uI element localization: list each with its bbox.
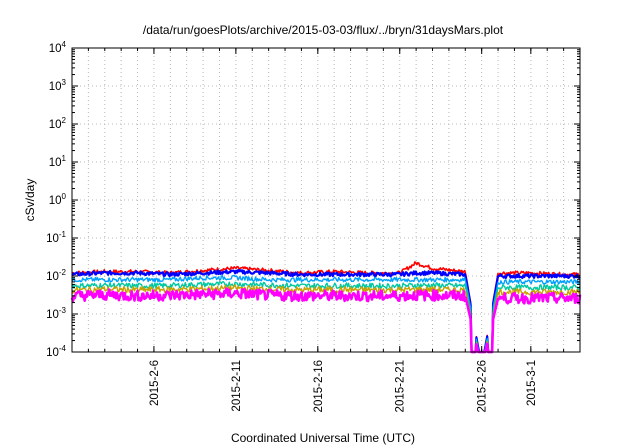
series-line-4: [71, 281, 581, 353]
y-tick-label: 103: [49, 78, 67, 93]
y-tick-label: 104: [49, 40, 67, 55]
x-axis-label: Coordinated Universal Time (UTC): [231, 431, 415, 445]
y-tick-exponent: -2: [59, 268, 67, 277]
x-tick-label: 2015-2-6: [149, 360, 161, 406]
x-tick-label: 2015-2-26: [477, 360, 489, 412]
x-tick-label: 2015-2-16: [313, 360, 325, 412]
y-tick-label: 10-3: [46, 306, 66, 321]
y-tick-exponent: 2: [62, 116, 67, 125]
y-tick-label: 10-4: [46, 344, 66, 359]
y-tick-exponent: -1: [59, 230, 67, 239]
y-tick-base: 10: [46, 233, 59, 245]
y-tick-base: 10: [46, 347, 59, 359]
y-tick-label: 10-1: [46, 230, 66, 245]
y-tick-base: 10: [49, 119, 62, 131]
y-tick-exponent: -3: [59, 306, 67, 315]
y-tick-base: 10: [49, 195, 62, 207]
x-tick-label: 2015-3-1: [526, 360, 538, 406]
y-tick-base: 10: [46, 309, 59, 321]
y-tick-exponent: 3: [62, 78, 67, 87]
series-line-3: [71, 274, 581, 353]
x-axis: 2015-2-6 2015-2-11 2015-2-16 2015-2-21 2015-…: [87, 48, 565, 412]
chart-grid: [72, 48, 580, 352]
series-group: [70, 261, 582, 354]
y-axis-label: cSv/day: [23, 179, 37, 222]
y-tick-label: 10-2: [46, 268, 66, 283]
y-tick-label: 100: [49, 192, 67, 207]
y-tick-exponent: 1: [62, 154, 67, 163]
y-tick-exponent: -4: [59, 344, 67, 353]
y-tick-exponent: 0: [62, 192, 67, 201]
y-tick-base: 10: [49, 43, 62, 55]
y-tick-base: 10: [49, 157, 62, 169]
series-line-2: [71, 269, 581, 354]
y-tick-label: 101: [49, 154, 67, 169]
y-tick-base: 10: [46, 271, 59, 283]
y-tick-base: 10: [49, 81, 62, 93]
y-tick-label: 102: [49, 116, 67, 131]
series-line-6: [70, 287, 582, 354]
x-tick-label: 2015-2-11: [231, 360, 243, 412]
chart-title: /data/run/goesPlots/archive/2015-03-03/f…: [143, 23, 504, 37]
y-tick-exponent: 4: [62, 40, 67, 49]
x-tick-label: 2015-2-21: [395, 360, 407, 412]
